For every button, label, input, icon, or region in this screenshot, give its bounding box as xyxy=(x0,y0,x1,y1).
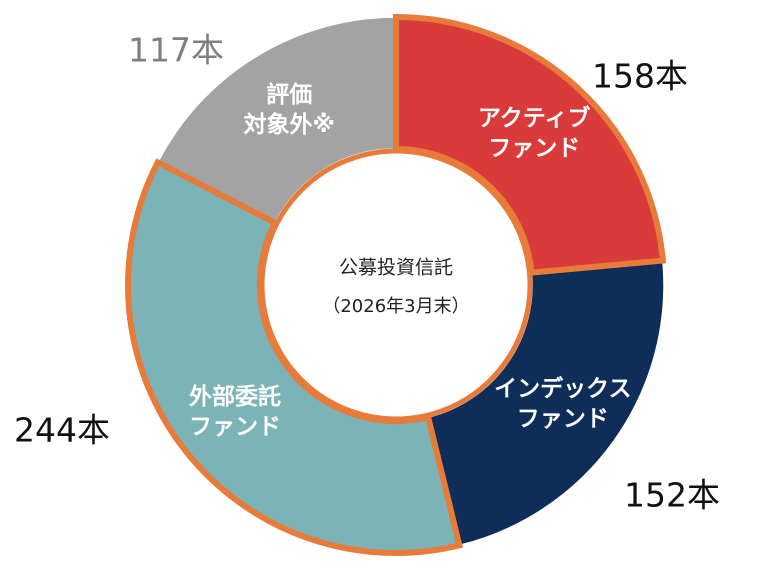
count-label-index: 152本 xyxy=(624,476,720,515)
segment-label-external: 外部委託ファンド xyxy=(189,382,281,439)
center-title: 公募投資信託 xyxy=(339,257,453,279)
center-subtitle: （2026年3月末） xyxy=(322,296,469,317)
segment-label-excluded: 評価対象外※ xyxy=(244,80,335,137)
count-labels: 158本 152本 244本 117本 xyxy=(14,31,720,515)
count-label-excluded: 117本 xyxy=(128,31,224,70)
segment-label-index: インデックスファンド xyxy=(494,375,631,432)
count-label-external: 244本 xyxy=(14,411,110,450)
center-circle xyxy=(259,148,533,422)
segment-label-active: アクティブファンド xyxy=(478,104,590,161)
count-label-active: 158本 xyxy=(592,57,688,96)
